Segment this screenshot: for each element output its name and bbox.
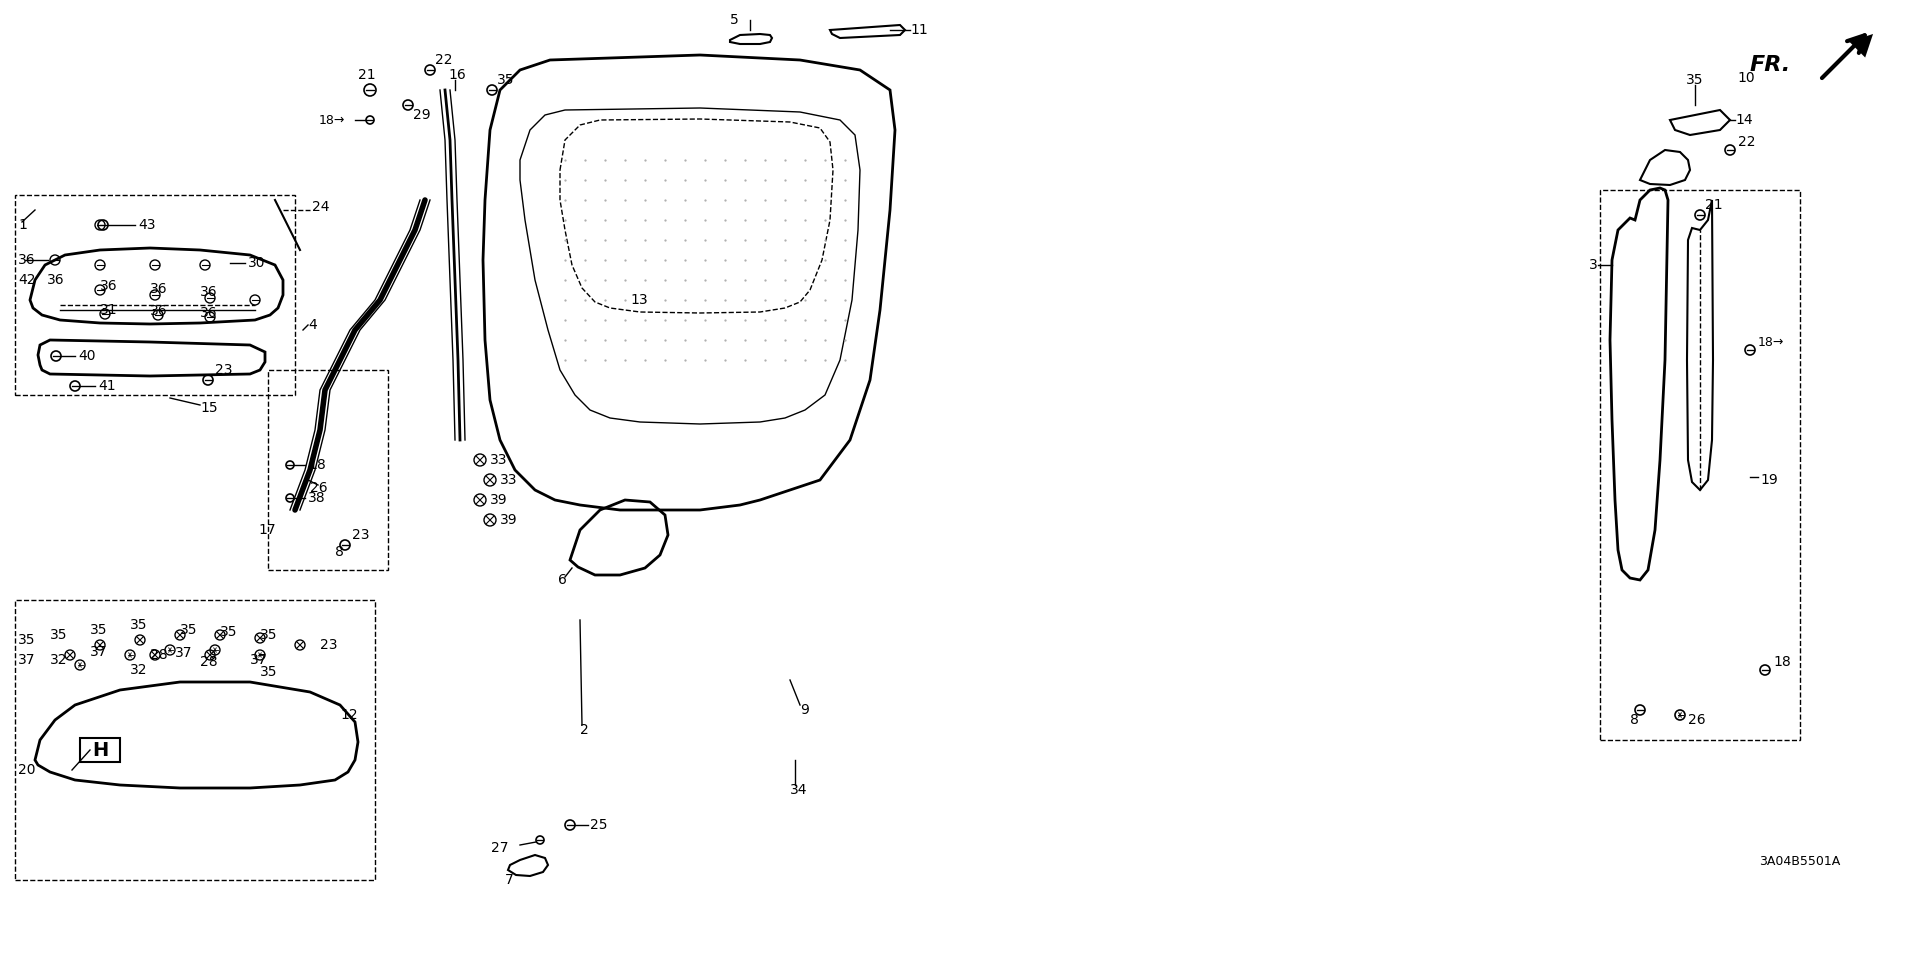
Text: 36: 36 [150, 304, 167, 318]
Text: 29: 29 [413, 108, 430, 122]
Text: 40: 40 [79, 349, 96, 363]
Text: 17: 17 [257, 523, 276, 537]
Text: 23: 23 [351, 528, 369, 542]
Text: 22: 22 [436, 53, 453, 67]
Text: 25: 25 [589, 818, 607, 832]
Text: 35: 35 [180, 623, 198, 637]
Text: 23: 23 [321, 638, 338, 652]
Bar [1599, 190, 1801, 740]
Text: 9: 9 [801, 703, 808, 717]
Text: 28: 28 [150, 648, 167, 662]
Text: 39: 39 [499, 513, 518, 527]
Text: 21: 21 [357, 68, 376, 82]
Text: 18→: 18→ [1759, 335, 1784, 348]
Text: 36: 36 [17, 253, 36, 267]
Text: 2: 2 [580, 723, 589, 737]
Text: 32: 32 [50, 653, 67, 667]
Text: 5: 5 [730, 13, 739, 27]
Text: 31: 31 [100, 303, 117, 317]
Text: 39: 39 [490, 493, 507, 507]
Text: 24: 24 [311, 200, 330, 214]
Text: 36: 36 [200, 306, 217, 320]
Text: 35: 35 [17, 633, 35, 647]
Text: 33: 33 [499, 473, 518, 487]
Text: 41: 41 [98, 379, 115, 393]
Text: 18: 18 [1772, 655, 1791, 669]
Bar [15, 600, 374, 880]
Text: 34: 34 [789, 783, 808, 797]
Text: 8: 8 [334, 545, 344, 559]
Text: 36: 36 [150, 282, 167, 296]
Text: 37: 37 [175, 646, 192, 660]
Text: 37: 37 [17, 653, 35, 667]
Text: 13: 13 [630, 293, 647, 307]
Text: 7: 7 [505, 873, 515, 887]
Text: 21: 21 [1705, 198, 1722, 212]
Text: 32: 32 [131, 663, 148, 677]
Text: 43: 43 [138, 218, 156, 232]
Text: 18: 18 [307, 458, 326, 472]
Text: 8: 8 [1630, 713, 1640, 727]
Text: 36: 36 [46, 273, 65, 287]
Text: 20: 20 [17, 763, 35, 777]
Text: 19: 19 [1761, 473, 1778, 487]
Text: 35: 35 [259, 665, 278, 679]
Text: 16: 16 [447, 68, 467, 82]
Text: 35: 35 [131, 618, 148, 632]
Text: 27: 27 [490, 841, 509, 855]
Text: 30: 30 [248, 256, 265, 270]
Text: 28: 28 [200, 655, 217, 669]
Text: 15: 15 [200, 401, 217, 415]
Text: 3: 3 [1590, 258, 1597, 272]
Text: 38: 38 [307, 491, 326, 505]
Text: 35: 35 [90, 623, 108, 637]
Text: 35: 35 [497, 73, 515, 87]
Text: 36: 36 [200, 285, 217, 299]
Text: 11: 11 [910, 23, 927, 37]
Text: 33: 33 [490, 453, 507, 467]
Text: 35: 35 [1686, 73, 1703, 87]
Text: 22: 22 [1738, 135, 1755, 149]
Bar [269, 370, 388, 570]
Text: 4: 4 [307, 318, 317, 332]
Text: 12: 12 [340, 708, 357, 722]
Text: 35: 35 [50, 628, 67, 642]
Text: 35: 35 [259, 628, 278, 642]
Text: 23: 23 [215, 363, 232, 377]
Text: 14: 14 [1736, 113, 1753, 127]
Text: 1: 1 [17, 218, 27, 232]
Text: 35: 35 [221, 625, 238, 639]
Text: 37: 37 [90, 645, 108, 659]
Bar [15, 195, 296, 395]
Text: FR.: FR. [1749, 55, 1791, 75]
Text: 37: 37 [250, 653, 267, 667]
Text: 36: 36 [100, 279, 117, 293]
Text: 10: 10 [1738, 71, 1755, 85]
Text: H: H [92, 740, 108, 759]
Text: 26: 26 [309, 481, 328, 495]
Text: 3A04B5501A: 3A04B5501A [1759, 855, 1839, 868]
Text: 42: 42 [17, 273, 35, 287]
Text: 26: 26 [1688, 713, 1705, 727]
Bar [81, 738, 119, 762]
Text: 18→: 18→ [319, 113, 346, 127]
Text: 6: 6 [559, 573, 566, 587]
